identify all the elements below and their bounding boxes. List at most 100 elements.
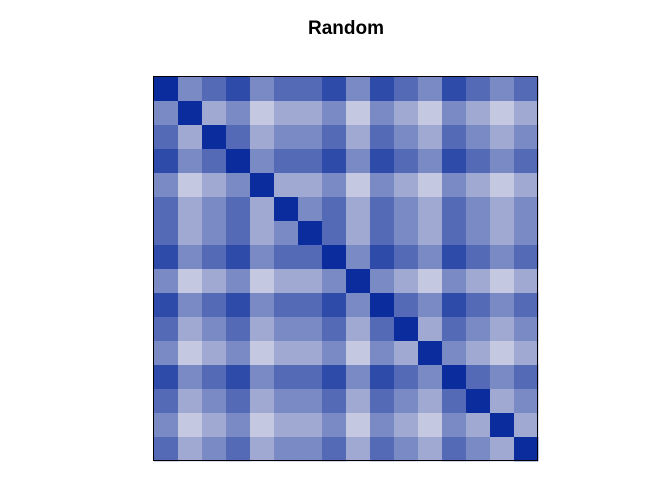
- heatmap-cell: [442, 341, 467, 366]
- heatmap-cell: [250, 341, 275, 366]
- heatmap-cell: [202, 149, 227, 174]
- heatmap-cell: [154, 125, 179, 150]
- heatmap-cell: [466, 101, 491, 126]
- heatmap-cell: [274, 149, 299, 174]
- heatmap-cell: [490, 197, 515, 222]
- heatmap-cell: [466, 413, 491, 438]
- heatmap-cell: [370, 101, 395, 126]
- heatmap-cell: [274, 413, 299, 438]
- heatmap-cell: [442, 173, 467, 198]
- heatmap-cell: [346, 293, 371, 318]
- heatmap-cell: [178, 365, 203, 390]
- heatmap-cell: [490, 101, 515, 126]
- heatmap-cell: [466, 341, 491, 366]
- heatmap-cell: [514, 125, 539, 150]
- heatmap-cell: [514, 101, 539, 126]
- heatmap-cell: [442, 101, 467, 126]
- heatmap-cell: [394, 437, 419, 462]
- heatmap-cell: [250, 413, 275, 438]
- heatmap-cell: [202, 413, 227, 438]
- heatmap-cell: [394, 221, 419, 246]
- heatmap-cell: [298, 293, 323, 318]
- heatmap-cell: [154, 437, 179, 462]
- heatmap-cell: [442, 149, 467, 174]
- heatmap-cell: [346, 389, 371, 414]
- heatmap-cell: [466, 437, 491, 462]
- heatmap-cell: [322, 245, 347, 270]
- heatmap-cell: [322, 341, 347, 366]
- heatmap-cell: [322, 149, 347, 174]
- heatmap-cell: [178, 221, 203, 246]
- heatmap-cell: [226, 197, 251, 222]
- heatmap-cell: [274, 341, 299, 366]
- heatmap-cells: [154, 77, 539, 462]
- heatmap-cell: [466, 293, 491, 318]
- heatmap-cell: [274, 437, 299, 462]
- heatmap-cell: [274, 245, 299, 270]
- heatmap-cell: [178, 269, 203, 294]
- heatmap-cell: [202, 293, 227, 318]
- heatmap-cell: [418, 197, 443, 222]
- heatmap-cell: [298, 317, 323, 342]
- heatmap-cell: [178, 413, 203, 438]
- heatmap-cell: [442, 413, 467, 438]
- heatmap-cell: [226, 269, 251, 294]
- heatmap-cell: [202, 173, 227, 198]
- heatmap-cell: [154, 197, 179, 222]
- heatmap-cell: [514, 317, 539, 342]
- heatmap-cell: [274, 125, 299, 150]
- heatmap-cell: [418, 77, 443, 102]
- heatmap-cell: [322, 293, 347, 318]
- heatmap-cell: [514, 197, 539, 222]
- heatmap-cell: [490, 173, 515, 198]
- heatmap-cell: [490, 413, 515, 438]
- heatmap-cell: [394, 101, 419, 126]
- heatmap-cell: [418, 389, 443, 414]
- heatmap-cell: [346, 437, 371, 462]
- heatmap-cell: [514, 413, 539, 438]
- heatmap-cell: [178, 293, 203, 318]
- heatmap-cell: [178, 173, 203, 198]
- heatmap-cell: [226, 389, 251, 414]
- heatmap-cell: [346, 269, 371, 294]
- heatmap-cell: [298, 77, 323, 102]
- heatmap-cell: [514, 341, 539, 366]
- heatmap-cell: [250, 77, 275, 102]
- heatmap-cell: [202, 437, 227, 462]
- heatmap-cell: [490, 389, 515, 414]
- heatmap-cell: [442, 197, 467, 222]
- heatmap-cell: [202, 221, 227, 246]
- heatmap-cell: [274, 293, 299, 318]
- heatmap-cell: [178, 341, 203, 366]
- heatmap-cell: [514, 365, 539, 390]
- heatmap-cell: [514, 245, 539, 270]
- heatmap-cell: [322, 77, 347, 102]
- heatmap-cell: [418, 149, 443, 174]
- heatmap-cell: [322, 125, 347, 150]
- heatmap-cell: [202, 125, 227, 150]
- heatmap-cell: [418, 293, 443, 318]
- heatmap-cell: [250, 269, 275, 294]
- heatmap-cell: [154, 317, 179, 342]
- heatmap-cell: [250, 125, 275, 150]
- heatmap-cell: [226, 365, 251, 390]
- heatmap-cell: [154, 149, 179, 174]
- heatmap-cell: [370, 389, 395, 414]
- heatmap-cell: [442, 221, 467, 246]
- heatmap-cell: [346, 125, 371, 150]
- heatmap-cell: [298, 197, 323, 222]
- heatmap-cell: [442, 269, 467, 294]
- heatmap-cell: [298, 389, 323, 414]
- heatmap-cell: [466, 173, 491, 198]
- heatmap-cell: [394, 245, 419, 270]
- heatmap-cell: [226, 221, 251, 246]
- heatmap-cell: [418, 341, 443, 366]
- heatmap-cell: [346, 221, 371, 246]
- heatmap-cell: [178, 125, 203, 150]
- heatmap-cell: [250, 437, 275, 462]
- heatmap-cell: [418, 437, 443, 462]
- heatmap-cell: [346, 317, 371, 342]
- heatmap-cell: [394, 197, 419, 222]
- heatmap-cell: [274, 173, 299, 198]
